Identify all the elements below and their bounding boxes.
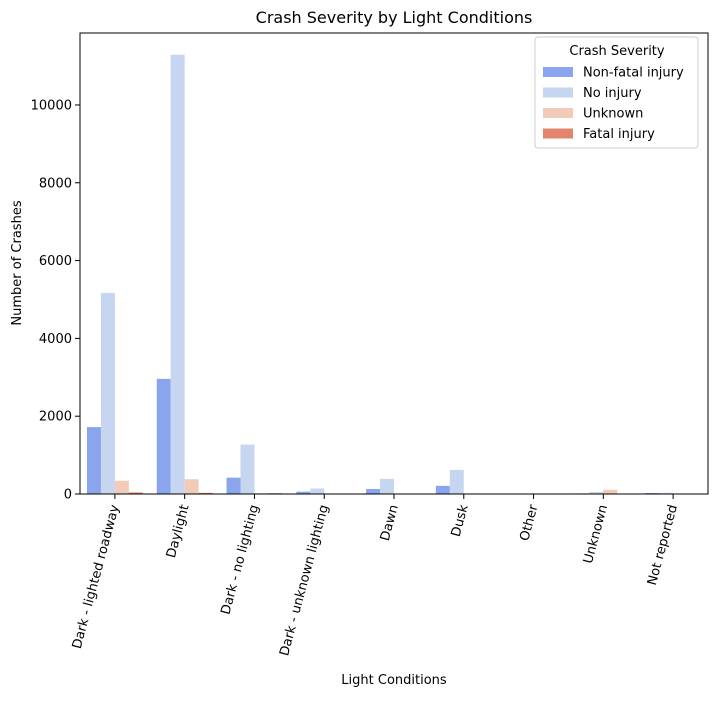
x-tick-label: Unknown <box>581 503 611 565</box>
bar <box>380 479 394 494</box>
legend: Crash Severity Non-fatal injury No injury… <box>535 37 698 148</box>
bar <box>366 489 380 494</box>
x-tick-label: Dusk <box>449 503 472 539</box>
y-tick-label: 0 <box>64 488 72 503</box>
x-tick-label: Dark - unknown lighting <box>277 503 332 658</box>
chart-title: Crash Severity by Light Conditions <box>256 8 533 27</box>
bar <box>157 379 171 494</box>
legend-swatch <box>543 67 573 77</box>
y-tick-label: 2000 <box>39 410 72 425</box>
bar <box>227 478 241 494</box>
y-axis-label: Number of Crashes <box>10 200 25 325</box>
legend-swatch <box>543 108 573 118</box>
x-tick-label: Not reported <box>645 503 681 587</box>
x-tick-label: Daylight <box>164 503 193 560</box>
x-tick-label: Dark - lighted roadway <box>70 503 123 651</box>
bar <box>101 293 115 494</box>
bar <box>450 470 464 494</box>
legend-swatch <box>543 129 573 139</box>
bar <box>115 481 129 494</box>
legend-entry: Unknown <box>583 107 643 122</box>
legend-title: Crash Severity <box>569 44 665 59</box>
bar <box>185 479 199 494</box>
legend-swatch <box>543 88 573 98</box>
x-tick-label: Other <box>517 503 541 543</box>
bar <box>171 55 185 494</box>
bar <box>603 490 617 494</box>
x-tick-label: Dark - no lighting <box>219 503 263 616</box>
legend-entry: Non-fatal injury <box>583 66 684 81</box>
x-tick-label: Dawn <box>378 503 402 542</box>
bar <box>310 489 324 494</box>
y-tick-label: 4000 <box>39 332 72 347</box>
y-tick-label: 8000 <box>39 176 72 191</box>
y-tick-label: 10000 <box>31 98 72 113</box>
legend-entry: No injury <box>583 86 642 101</box>
x-axis-label: Light Conditions <box>341 673 447 688</box>
bar <box>436 486 450 494</box>
bar <box>87 427 101 494</box>
y-tick-label: 6000 <box>39 254 72 269</box>
legend-entry: Fatal injury <box>583 127 655 142</box>
bar <box>240 445 254 494</box>
